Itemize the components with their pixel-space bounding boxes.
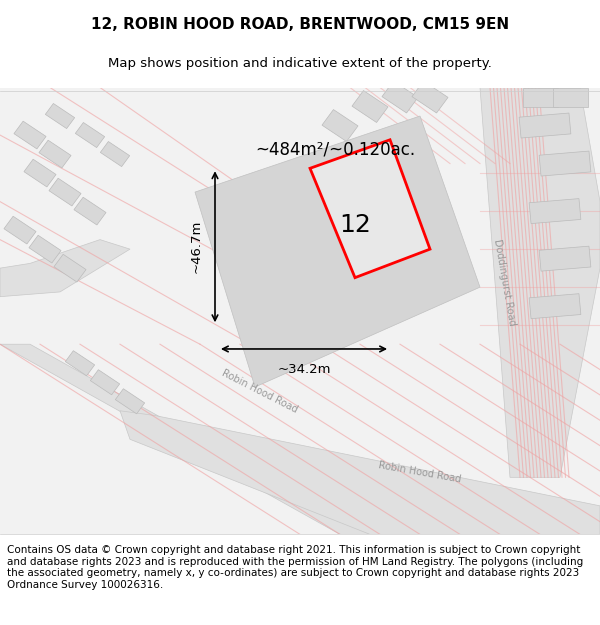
Polygon shape	[529, 294, 581, 319]
Polygon shape	[519, 113, 571, 138]
Polygon shape	[14, 121, 46, 149]
Polygon shape	[49, 178, 81, 206]
Polygon shape	[4, 216, 36, 244]
Text: ~46.7m: ~46.7m	[190, 220, 203, 274]
Polygon shape	[412, 81, 448, 113]
Polygon shape	[39, 140, 71, 168]
Polygon shape	[65, 351, 95, 376]
Polygon shape	[322, 109, 358, 141]
Polygon shape	[0, 344, 370, 534]
Polygon shape	[480, 88, 600, 478]
Polygon shape	[195, 116, 480, 387]
Polygon shape	[310, 140, 430, 278]
Polygon shape	[0, 239, 130, 297]
Polygon shape	[553, 88, 587, 106]
Text: Robin Hood Road: Robin Hood Road	[378, 461, 462, 485]
Polygon shape	[529, 199, 581, 224]
Text: 12: 12	[339, 213, 371, 238]
Polygon shape	[46, 104, 74, 129]
Polygon shape	[54, 254, 86, 282]
Text: Doddingurst Road: Doddingurst Road	[493, 238, 518, 326]
Polygon shape	[74, 198, 106, 225]
Text: Robin Hood Road: Robin Hood Road	[220, 368, 299, 415]
Polygon shape	[320, 152, 420, 268]
Text: Map shows position and indicative extent of the property.: Map shows position and indicative extent…	[108, 56, 492, 69]
Polygon shape	[352, 91, 388, 123]
Polygon shape	[100, 141, 130, 167]
Polygon shape	[382, 81, 418, 113]
Polygon shape	[76, 122, 104, 148]
Text: 12, ROBIN HOOD ROAD, BRENTWOOD, CM15 9EN: 12, ROBIN HOOD ROAD, BRENTWOOD, CM15 9EN	[91, 17, 509, 32]
Polygon shape	[539, 151, 591, 176]
Polygon shape	[24, 159, 56, 187]
Polygon shape	[523, 88, 557, 106]
Text: ~34.2m: ~34.2m	[277, 363, 331, 376]
Polygon shape	[115, 389, 145, 414]
Polygon shape	[29, 235, 61, 263]
Text: ~484m²/~0.120ac.: ~484m²/~0.120ac.	[255, 140, 415, 158]
Polygon shape	[91, 370, 119, 395]
Polygon shape	[539, 246, 591, 271]
Polygon shape	[120, 411, 600, 534]
Text: Contains OS data © Crown copyright and database right 2021. This information is : Contains OS data © Crown copyright and d…	[7, 545, 583, 590]
